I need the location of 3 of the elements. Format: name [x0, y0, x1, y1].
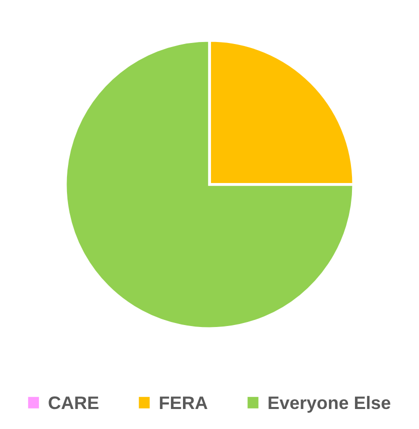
legend-label: FERA	[160, 396, 208, 410]
legend-label: CARE	[48, 396, 98, 410]
legend-label: Everyone Else	[268, 396, 390, 413]
